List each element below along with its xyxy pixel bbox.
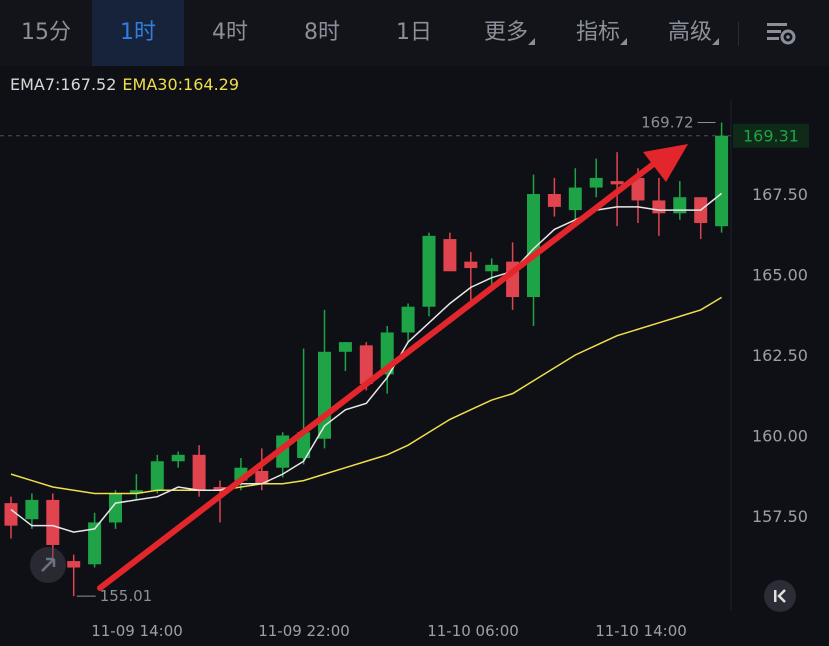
- current-price-value: 169.31: [743, 127, 799, 146]
- y-tick-label: 162.50: [752, 346, 808, 365]
- candle-body: [67, 561, 81, 568]
- dropdown-triangle-icon: [620, 38, 627, 45]
- candle-body: [547, 194, 561, 207]
- candle-body: [192, 454, 206, 491]
- candle-body: [401, 306, 415, 333]
- scroll-arrow-icon: [41, 557, 56, 572]
- candle-body: [422, 235, 436, 307]
- ema-legend: EMA7:167.52 EMA30:164.29: [10, 75, 239, 94]
- high-price-label: 169.72: [641, 114, 694, 132]
- dropdown-triangle-icon: [712, 38, 719, 45]
- tab-8h[interactable]: 8时: [304, 20, 340, 45]
- candle-body: [150, 461, 164, 491]
- candle-body: [129, 490, 143, 494]
- low-price-label: 155.01: [100, 587, 153, 605]
- candle-body: [652, 200, 666, 214]
- tab-1h[interactable]: 1时: [92, 0, 184, 66]
- candle-body: [631, 177, 645, 201]
- candle-body: [297, 432, 311, 459]
- ema7-line: [10, 192, 723, 533]
- candle-body: [255, 470, 269, 484]
- tab-1d[interactable]: 1日: [396, 20, 432, 45]
- tab-4h[interactable]: 4时: [212, 20, 248, 45]
- toolbar-divider: [738, 22, 739, 46]
- x-tick-label: 11-10 14:00: [595, 622, 687, 640]
- candle-body: [610, 181, 624, 185]
- candle-body: [359, 345, 373, 384]
- tab-15m[interactable]: 15分: [21, 20, 71, 45]
- ema30-line: [10, 296, 722, 495]
- candle-body: [338, 342, 352, 352]
- candle-body: [568, 187, 582, 211]
- x-tick-label: 11-10 06:00: [427, 622, 519, 640]
- candle-body: [213, 487, 227, 491]
- drag-handle[interactable]: [30, 547, 66, 583]
- trend-arrow-shaft: [97, 156, 663, 591]
- y-tick-label: 165.00: [752, 266, 808, 285]
- scroll-to-start-button[interactable]: [764, 580, 796, 612]
- settings-sliders-icon: [767, 23, 796, 45]
- ema30-value: EMA30:164.29: [122, 75, 240, 94]
- ema7-value: EMA7:167.52: [10, 75, 117, 94]
- candle-body: [88, 522, 102, 565]
- tab-advanced[interactable]: 高级: [644, 0, 736, 66]
- candle-body: [464, 261, 478, 269]
- candle-body: [485, 264, 499, 272]
- candle-body: [715, 135, 729, 227]
- y-tick-label: 157.50: [752, 507, 808, 526]
- candle-body: [443, 239, 457, 272]
- trend-arrow-head: [643, 144, 688, 182]
- tab-more[interactable]: 更多: [460, 0, 552, 66]
- candle-body: [109, 493, 122, 523]
- candle-body: [171, 454, 185, 462]
- candle-body: [589, 177, 603, 188]
- candle-body: [4, 503, 18, 526]
- tab-indicators-label: 指标: [575, 20, 620, 45]
- candle-body: [527, 194, 540, 298]
- x-tick-label: 11-09 14:00: [91, 622, 183, 640]
- x-tick-label: 11-09 22:00: [258, 622, 350, 640]
- timeframe-toolbar: 15分 1时 4时 8时 1日 更多 指标 高级: [0, 0, 829, 66]
- candlestick-chart[interactable]: 157.50 160.00 162.50 165.00 167.50 11-09 14:0…: [0, 100, 829, 646]
- tab-advanced-label: 高级: [667, 20, 712, 45]
- y-tick-label: 160.00: [752, 427, 808, 446]
- tab-more-label: 更多: [483, 20, 528, 45]
- settings-button[interactable]: [764, 18, 798, 48]
- y-tick-label: 167.50: [752, 185, 808, 204]
- candle-body: [46, 499, 60, 545]
- current-price-tag: [733, 123, 809, 148]
- candle-body: [25, 499, 39, 520]
- tab-indicators[interactable]: 指标: [552, 0, 644, 66]
- chevron-left-bar-icon: [774, 589, 786, 603]
- candle-body: [673, 197, 687, 214]
- dropdown-triangle-icon: [528, 38, 535, 45]
